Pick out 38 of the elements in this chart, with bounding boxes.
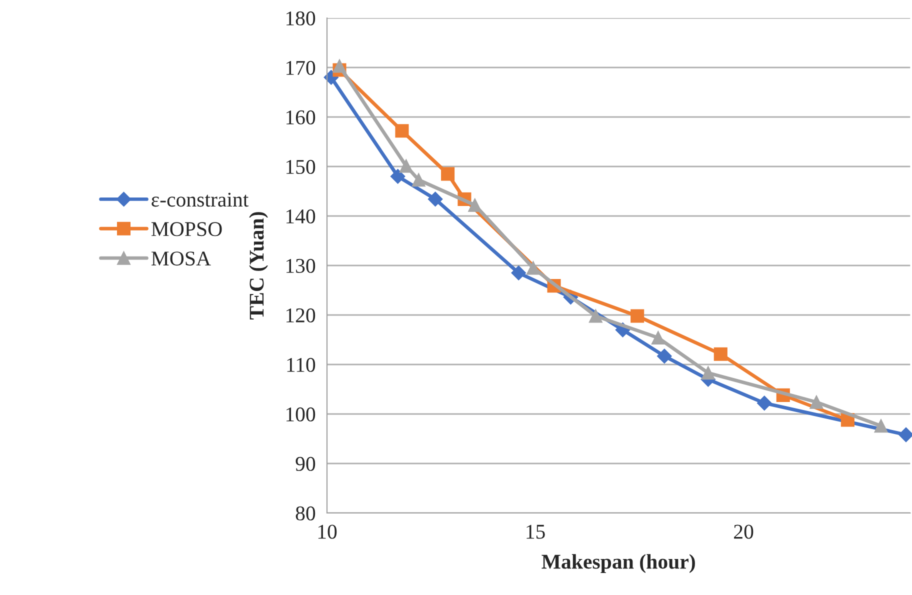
y-tick-label: 140 bbox=[286, 209, 316, 224]
y-tick-label: 150 bbox=[286, 160, 316, 174]
point bbox=[395, 124, 409, 138]
point bbox=[874, 419, 888, 433]
x-axis-title: Makespan (hour) bbox=[542, 554, 695, 574]
y-tick-label: 120 bbox=[286, 308, 316, 322]
point bbox=[714, 347, 728, 361]
point bbox=[526, 261, 540, 275]
point bbox=[630, 309, 644, 323]
y-axis-title: TEC (Yuan) bbox=[249, 212, 268, 320]
y-tick-label: 100 bbox=[286, 407, 316, 422]
point bbox=[412, 173, 426, 187]
point bbox=[390, 169, 406, 184]
y-tick-label: 80 bbox=[296, 506, 316, 520]
legend-label: MOSA bbox=[151, 252, 211, 266]
y-tick-label: 90 bbox=[296, 456, 316, 471]
x-tick-label: 20 bbox=[734, 524, 754, 539]
point bbox=[511, 266, 526, 280]
x-tick-label: 15 bbox=[526, 524, 545, 539]
y-tick-label: 170 bbox=[286, 60, 316, 75]
point bbox=[651, 331, 665, 345]
y-tick-label: 110 bbox=[287, 358, 316, 372]
x-tick-label: 10 bbox=[318, 524, 337, 539]
point bbox=[332, 59, 346, 73]
point bbox=[468, 198, 482, 212]
point bbox=[399, 159, 413, 173]
point bbox=[428, 192, 443, 207]
y-tick-label: 130 bbox=[286, 258, 316, 273]
point bbox=[588, 309, 602, 323]
point bbox=[810, 395, 824, 409]
point bbox=[756, 396, 772, 411]
legend-label: MOPSO bbox=[151, 222, 222, 236]
point bbox=[441, 167, 455, 181]
legend-label: ε-constraint bbox=[152, 192, 249, 207]
point bbox=[657, 348, 672, 364]
y-tick-label: 160 bbox=[286, 110, 316, 124]
y-tick-label: 180 bbox=[286, 11, 316, 26]
point bbox=[701, 366, 715, 380]
